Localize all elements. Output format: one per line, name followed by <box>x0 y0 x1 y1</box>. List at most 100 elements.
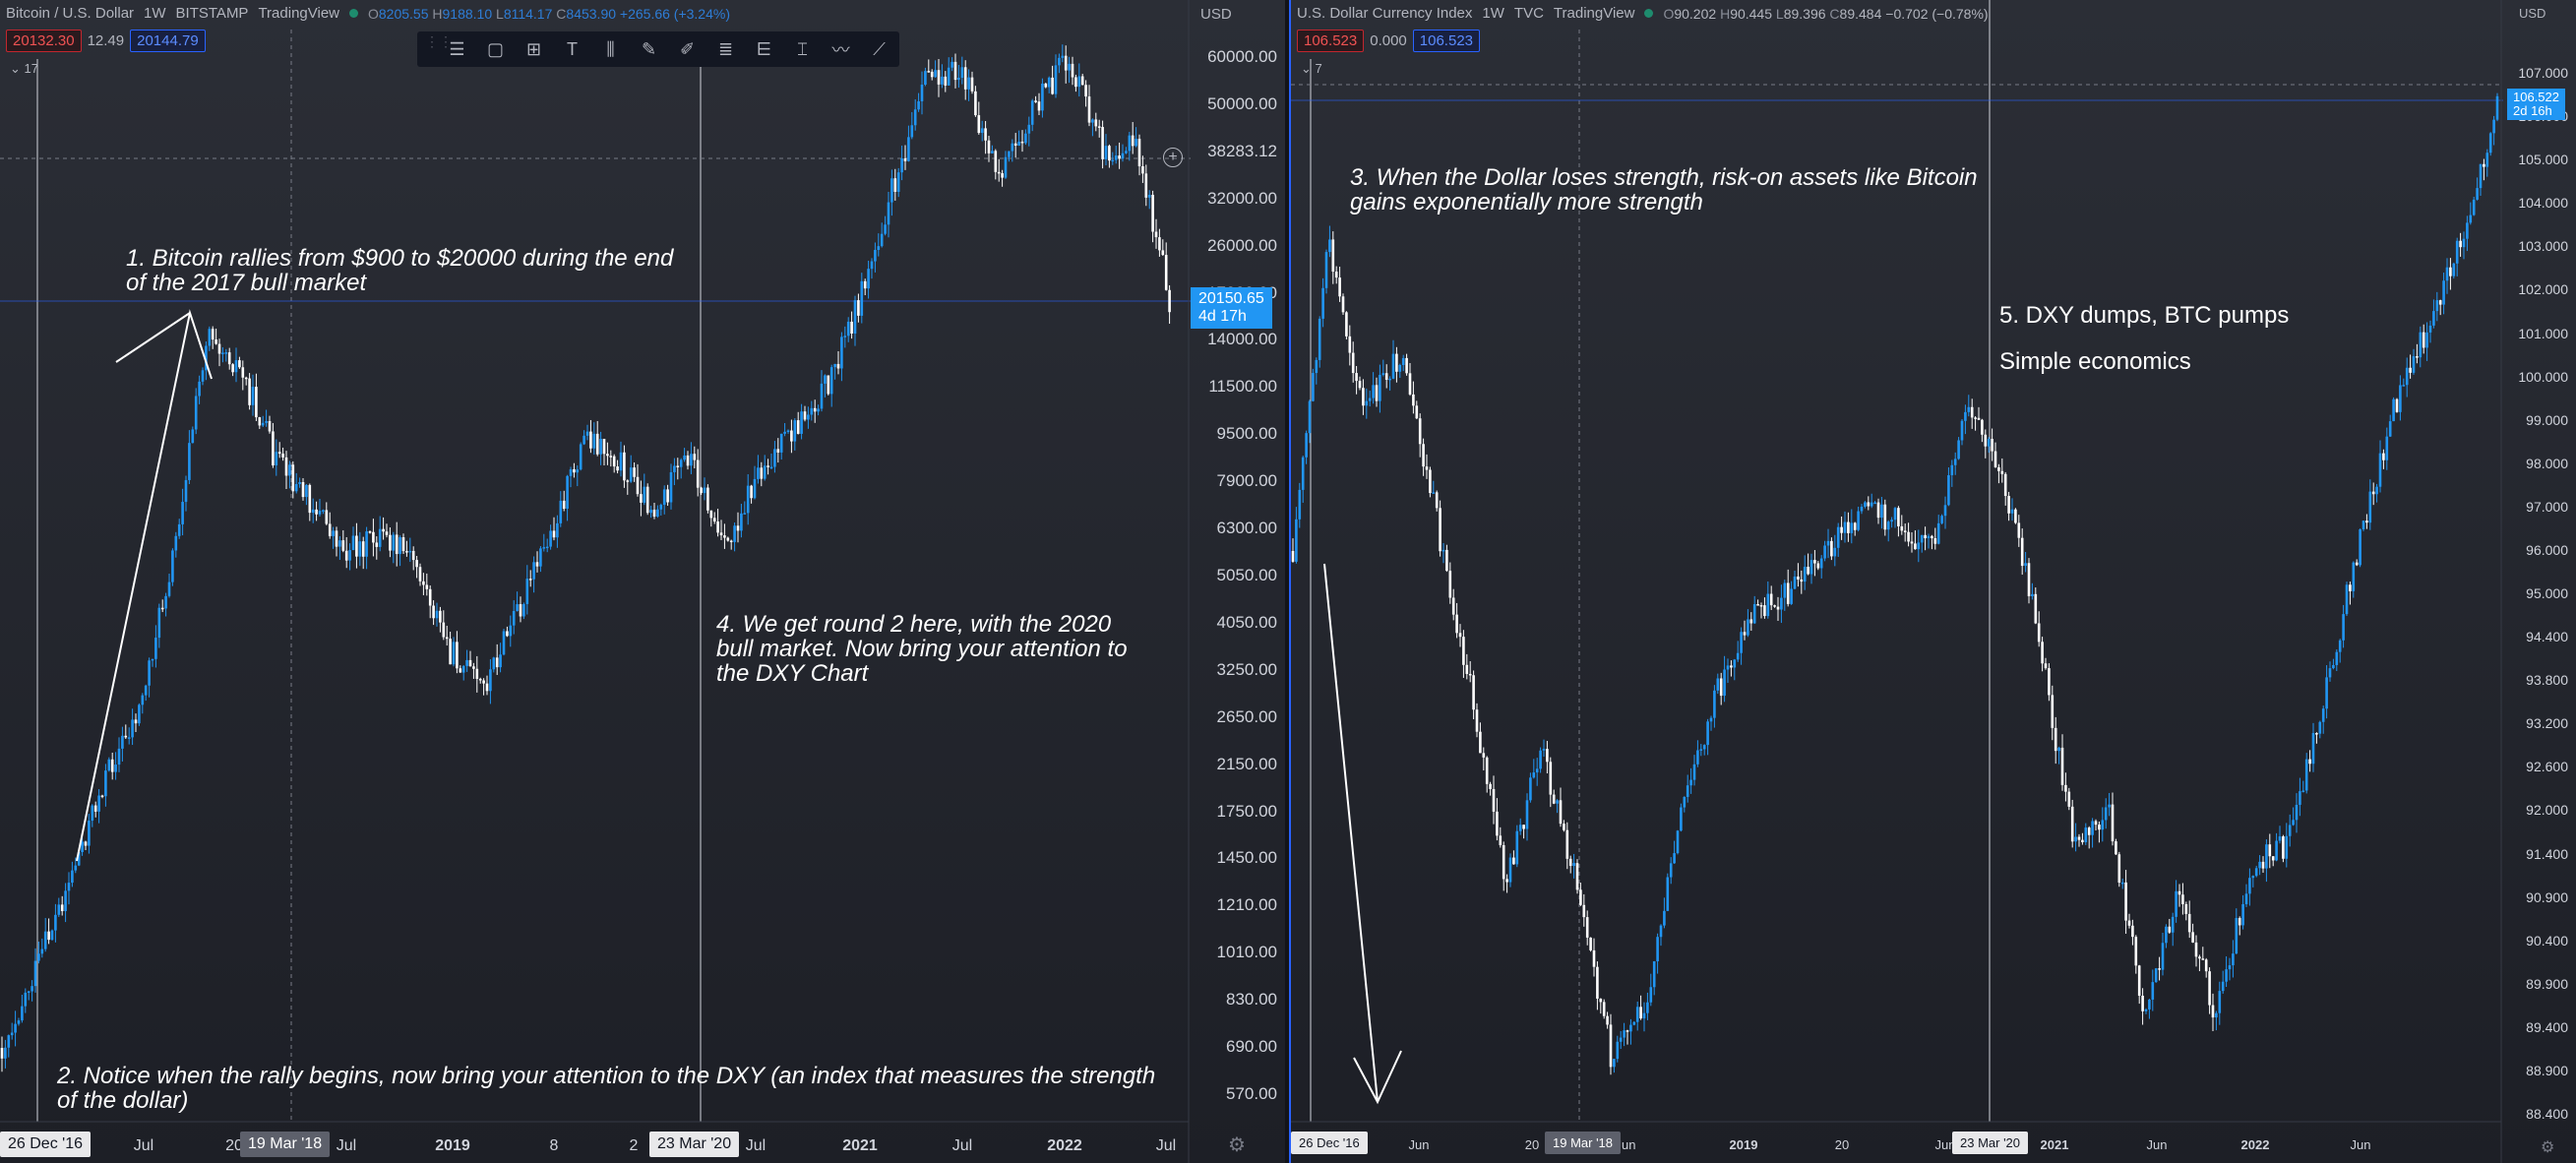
brush-icon[interactable]: ✎ <box>641 38 657 59</box>
candle-body <box>372 531 375 543</box>
candle-body <box>1058 57 1061 66</box>
note-3[interactable]: 3. When the Dollar loses strength, risk-… <box>1350 164 1978 215</box>
note-4[interactable]: 4. We get round 2 here, with the 2020 bu… <box>716 611 1128 687</box>
candle-body <box>198 381 201 397</box>
arrow-1-head[interactable] <box>115 312 191 363</box>
candle-body <box>378 528 382 547</box>
dxy-price-axis[interactable]: 107.000106.000105.000104.000103.000102.0… <box>2503 0 2576 1122</box>
candle-body <box>2241 903 2244 926</box>
dxy-indicators-toggle[interactable]: ⌄ 7 <box>1301 61 1322 77</box>
btc-sell-price[interactable]: 20132.30 <box>6 30 82 52</box>
candle-body <box>1051 77 1054 94</box>
arrow-3-line[interactable] <box>1323 563 1379 1103</box>
frame-icon[interactable]: ⊞ <box>525 38 542 59</box>
settings-gear-icon[interactable]: ⚙ <box>2541 1139 2555 1156</box>
candle-body <box>2184 903 2188 914</box>
trend-line-icon[interactable]: ⟋ <box>873 38 886 59</box>
text-icon[interactable]: T <box>567 38 578 59</box>
candle-body <box>2198 956 2201 959</box>
candle-body <box>1348 336 1352 353</box>
btc-time-axis[interactable]: Jul 20 Jul 2019 8 2 Jul 2021 Jul 2022 Jul <box>0 1124 1191 1163</box>
candle-body <box>408 550 412 553</box>
measure-icon[interactable]: ⌶ <box>797 38 808 59</box>
candle-body <box>769 466 773 469</box>
candle-body <box>31 986 33 992</box>
candle-body <box>432 605 435 619</box>
btc-price-plot[interactable] <box>0 0 1285 1163</box>
candle-body <box>1141 165 1144 174</box>
candle-body <box>1947 474 1950 506</box>
candle-body <box>1940 516 1943 523</box>
dxy-interval[interactable]: 1W <box>1482 5 1504 22</box>
dxy-symbol-title[interactable]: U.S. Dollar Currency Index <box>1297 5 1473 22</box>
candle-body <box>1807 567 1809 575</box>
candle-body <box>1125 151 1128 153</box>
btc-price-axis[interactable]: 60000.00 50000.00 38283.12 32000.00 26000.00… <box>1191 0 1285 1122</box>
candle-body <box>1475 709 1479 732</box>
price-tick: 105.000 <box>2518 152 2568 168</box>
candle-body <box>1512 857 1515 865</box>
path-icon[interactable]: 〰 <box>831 40 850 60</box>
candle-body <box>2271 856 2275 861</box>
candle-body <box>957 78 960 81</box>
candle-body <box>428 588 432 606</box>
candle-body <box>93 805 97 812</box>
note-1[interactable]: 1. Bitcoin rallies from $900 to $20000 d… <box>126 245 674 296</box>
settings-gear-icon[interactable]: ⚙ <box>1228 1134 1246 1156</box>
candle-body <box>2361 520 2365 530</box>
rectangle-icon[interactable]: ▢ <box>486 38 504 59</box>
pencil-icon[interactable]: ✐ <box>679 38 696 59</box>
pane-divider[interactable] <box>1285 0 1289 1163</box>
btc-chart-pane[interactable]: Bitcoin / U.S. Dollar 1W BITSTAMP Tradin… <box>0 0 1285 1163</box>
candle-body <box>1013 143 1017 147</box>
btc-interval[interactable]: 1W <box>144 5 166 22</box>
time-tick: 20 <box>1834 1137 1850 1152</box>
candle-body <box>1800 579 1804 582</box>
arrow-3-head[interactable] <box>1353 1050 1402 1105</box>
candle-body <box>2165 926 2168 944</box>
candle-body <box>1733 659 1737 668</box>
fib-icon[interactable]: ≣ <box>717 38 734 59</box>
candle-body <box>2104 807 2108 821</box>
grip-icon[interactable]: ⋮⋮ <box>425 33 453 49</box>
btc-buy-price[interactable]: 20144.79 <box>130 30 206 52</box>
candle-body <box>2254 868 2258 877</box>
candle-body <box>1876 502 1880 519</box>
candle-body <box>643 486 646 503</box>
dxy-chart-pane[interactable]: U.S. Dollar Currency Index 1W TVC Tradin… <box>1289 0 2576 1163</box>
dxy-sell-price[interactable]: 106.523 <box>1297 30 1365 52</box>
price-tick: 98.000 <box>2526 455 2568 471</box>
note-2[interactable]: 2. Notice when the rally begins, now bri… <box>57 1063 1156 1114</box>
candle-body <box>1465 664 1469 674</box>
horizontal-lines-icon[interactable]: ☰ <box>449 38 465 59</box>
dxy-price-plot[interactable] <box>1291 0 2576 1163</box>
candle-body <box>1328 239 1331 253</box>
parallel-channel-icon[interactable]: ⋿ <box>756 38 772 59</box>
dxy-buy-price[interactable]: 106.523 <box>1412 30 1481 52</box>
dxy-time-axis[interactable]: Jun 20 Jun 2019 20 Jun 2021 Jun 2022 Jun <box>1291 1124 2503 1163</box>
btc-indicators-toggle[interactable]: ⌄ 17 <box>10 61 38 77</box>
candle-body <box>2034 593 2038 624</box>
candles-icon[interactable]: ⫼ <box>606 38 615 59</box>
arrow-1-line[interactable] <box>76 309 213 862</box>
candle-body <box>277 452 281 455</box>
candle-body <box>351 535 355 551</box>
dxy-currency-label[interactable]: USD <box>2519 6 2546 21</box>
candle-body <box>1508 857 1512 883</box>
candle-body <box>783 431 786 434</box>
candle-body <box>1559 800 1563 825</box>
candle-body <box>679 459 683 467</box>
candle-body <box>1017 141 1020 147</box>
candle-body <box>542 547 546 549</box>
btc-symbol-title[interactable]: Bitcoin / U.S. Dollar <box>6 5 135 22</box>
note-5[interactable]: 5. DXY dumps, BTC pumps <box>1999 302 2290 329</box>
add-alert-icon[interactable]: + <box>1163 148 1183 167</box>
candle-body <box>1883 504 1887 530</box>
candle-body <box>880 233 884 247</box>
candle-body <box>649 510 652 514</box>
note-simple-economics[interactable]: Simple economics <box>1999 348 2191 375</box>
candle-body <box>1318 318 1321 360</box>
candle-body <box>2321 708 2325 722</box>
btc-currency-label[interactable]: USD <box>1200 6 1232 23</box>
time-tick: 2021 <box>2040 1137 2069 1152</box>
